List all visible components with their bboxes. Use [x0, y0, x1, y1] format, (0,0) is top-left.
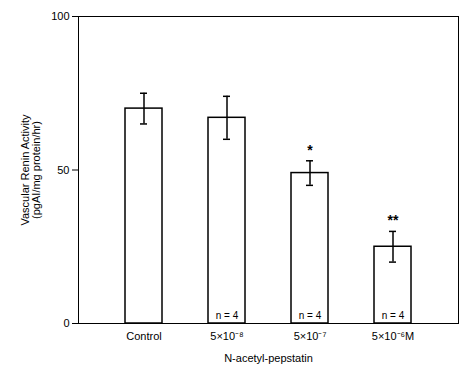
svg-text:Vascular Renin Activity(pgAI/m: Vascular Renin Activity(pgAI/mg protein/…: [19, 114, 42, 226]
svg-text:5×10⁻⁶M: 5×10⁻⁶M: [372, 330, 414, 342]
svg-text:5×10⁻⁷: 5×10⁻⁷: [294, 330, 327, 342]
svg-text:0: 0: [63, 317, 69, 329]
svg-text:**: **: [388, 212, 399, 228]
svg-text:n = 4: n = 4: [299, 310, 322, 321]
svg-text:N-acetyl-pepstatin: N-acetyl-pepstatin: [224, 352, 313, 364]
svg-text:5×10⁻⁸: 5×10⁻⁸: [210, 330, 243, 342]
svg-text:*: *: [307, 142, 313, 158]
svg-text:n = 4: n = 4: [216, 310, 239, 321]
svg-text:50: 50: [57, 164, 69, 176]
svg-text:100: 100: [51, 10, 69, 22]
svg-text:Control: Control: [126, 330, 161, 342]
svg-text:n = 4: n = 4: [382, 310, 405, 321]
